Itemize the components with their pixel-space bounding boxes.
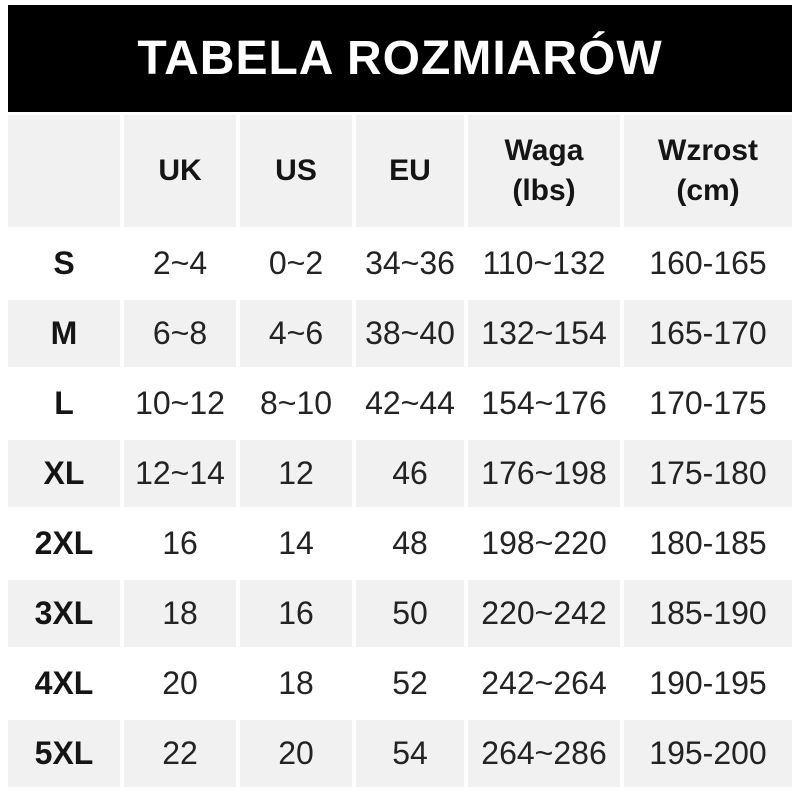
table-row-s-cell-wzrost: 160-165 xyxy=(624,230,792,297)
table-row-2xl-cell-uk: 16 xyxy=(124,510,236,577)
header-cell-us: US xyxy=(240,115,352,227)
table-row-2xl-cell-eu: 48 xyxy=(356,510,464,577)
table-row-5xl-cell-wzrost: 195-200 xyxy=(624,720,792,787)
table-row-4xl-cell-eu: 52 xyxy=(356,650,464,717)
header-cell-size xyxy=(8,115,120,227)
table-row-xl-cell-eu: 46 xyxy=(356,440,464,507)
table-row-5xl-size-label: 5XL xyxy=(8,720,120,787)
table-row-3xl-cell-wzrost: 185-190 xyxy=(624,580,792,647)
size-table: UK US EU Waga (lbs) Wzrost (cm) S 2~4 0~2 3… xyxy=(8,115,792,787)
table-row-s-cell-eu: 34~36 xyxy=(356,230,464,297)
header-cell-eu: EU xyxy=(356,115,464,227)
table-row-3xl-cell-us: 16 xyxy=(240,580,352,647)
table-row-m-cell-wzrost: 165-170 xyxy=(624,300,792,367)
table-row-4xl-cell-uk: 20 xyxy=(124,650,236,717)
table-row-xl-cell-us: 12 xyxy=(240,440,352,507)
table-row-3xl-cell-waga: 220~242 xyxy=(468,580,620,647)
table-row-4xl-cell-us: 18 xyxy=(240,650,352,717)
table-row-m-cell-waga: 132~154 xyxy=(468,300,620,367)
table-row-xl-size-label: XL xyxy=(8,440,120,507)
table-row-l-cell-waga: 154~176 xyxy=(468,370,620,437)
table-row-s-cell-waga: 110~132 xyxy=(468,230,620,297)
table-row-2xl-cell-waga: 198~220 xyxy=(468,510,620,577)
table-row-5xl-cell-waga: 264~286 xyxy=(468,720,620,787)
page-title: TABELA ROZMIARÓW xyxy=(137,32,663,85)
table-row-2xl-size-label: 2XL xyxy=(8,510,120,577)
table-row-l-cell-eu: 42~44 xyxy=(356,370,464,437)
table-row-m-size-label: M xyxy=(8,300,120,367)
table-row-s-cell-us: 0~2 xyxy=(240,230,352,297)
table-row-xl-cell-uk: 12~14 xyxy=(124,440,236,507)
header-cell-wzrost: Wzrost (cm) xyxy=(624,115,792,227)
table-row-2xl-cell-us: 14 xyxy=(240,510,352,577)
header-cell-waga: Waga (lbs) xyxy=(468,115,620,227)
table-row-l-cell-wzrost: 170-175 xyxy=(624,370,792,437)
table-row-xl-cell-waga: 176~198 xyxy=(468,440,620,507)
table-row-4xl-size-label: 4XL xyxy=(8,650,120,717)
table-row-m-cell-uk: 6~8 xyxy=(124,300,236,367)
table-row-3xl-cell-eu: 50 xyxy=(356,580,464,647)
table-row-4xl-cell-wzrost: 190-195 xyxy=(624,650,792,717)
table-row-xl-cell-wzrost: 175-180 xyxy=(624,440,792,507)
header-cell-uk: UK xyxy=(124,115,236,227)
table-row-5xl-cell-us: 20 xyxy=(240,720,352,787)
table-row-l-cell-uk: 10~12 xyxy=(124,370,236,437)
table-row-3xl-cell-uk: 18 xyxy=(124,580,236,647)
table-row-l-size-label: L xyxy=(8,370,120,437)
table-row-2xl-cell-wzrost: 180-185 xyxy=(624,510,792,577)
title-banner: TABELA ROZMIARÓW xyxy=(8,5,792,112)
table-row-3xl-size-label: 3XL xyxy=(8,580,120,647)
table-row-5xl-cell-eu: 54 xyxy=(356,720,464,787)
table-row-m-cell-us: 4~6 xyxy=(240,300,352,367)
table-row-5xl-cell-uk: 22 xyxy=(124,720,236,787)
table-row-s-size-label: S xyxy=(8,230,120,297)
table-row-s-cell-uk: 2~4 xyxy=(124,230,236,297)
table-row-4xl-cell-waga: 242~264 xyxy=(468,650,620,717)
table-row-l-cell-us: 8~10 xyxy=(240,370,352,437)
table-row-m-cell-eu: 38~40 xyxy=(356,300,464,367)
